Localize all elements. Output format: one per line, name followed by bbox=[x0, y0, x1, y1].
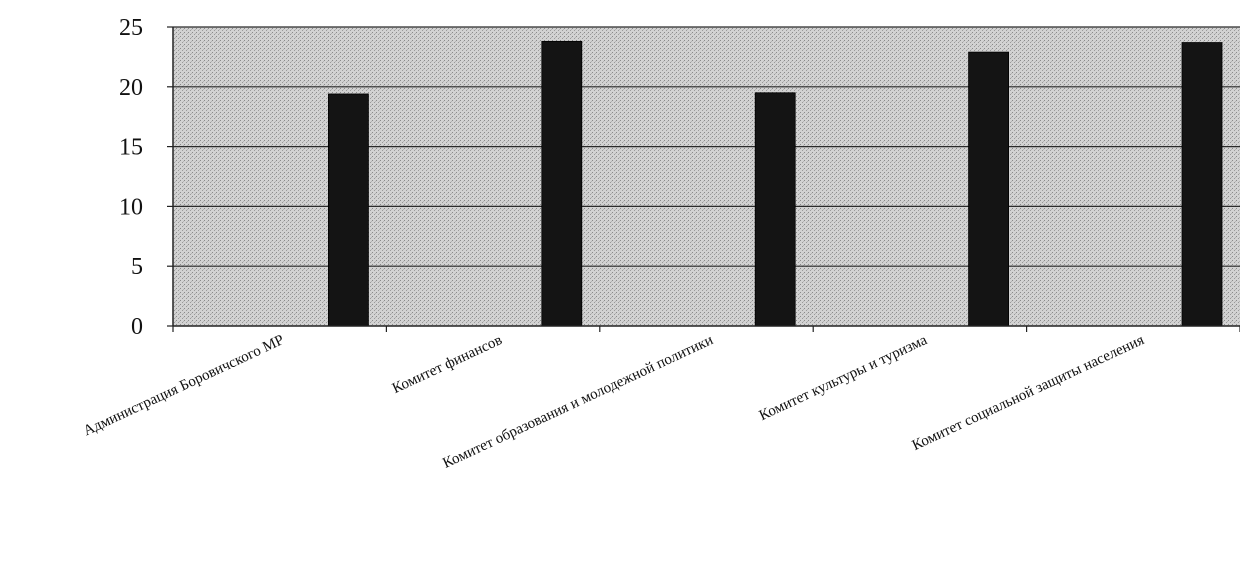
bar bbox=[754, 92, 796, 327]
bar bbox=[541, 40, 583, 327]
y-tick-label: 0 bbox=[131, 314, 143, 340]
bar bbox=[968, 51, 1009, 327]
y-tick-label: 15 bbox=[119, 135, 143, 161]
bars bbox=[327, 40, 1223, 327]
x-category-label: Комитет социальной защиты населения bbox=[910, 332, 1147, 454]
y-tick-label: 10 bbox=[119, 194, 143, 220]
bar bbox=[1181, 42, 1223, 327]
x-axis-labels: Администрация Боровичского МР Комитет фин… bbox=[81, 332, 1147, 472]
y-tick-label: 5 bbox=[131, 254, 143, 280]
bar bbox=[327, 93, 369, 327]
x-axis-ticks bbox=[172, 326, 1240, 332]
x-category-label: Администрация Боровичского МР bbox=[81, 332, 287, 439]
x-category-label: Комитет финансов bbox=[390, 332, 505, 397]
y-axis-ticks: 0 5 10 15 20 25 bbox=[119, 15, 173, 340]
x-category-label: Комитет культуры и туризма bbox=[757, 332, 930, 424]
y-tick-label: 20 bbox=[119, 75, 143, 101]
y-tick-label: 25 bbox=[119, 15, 143, 41]
